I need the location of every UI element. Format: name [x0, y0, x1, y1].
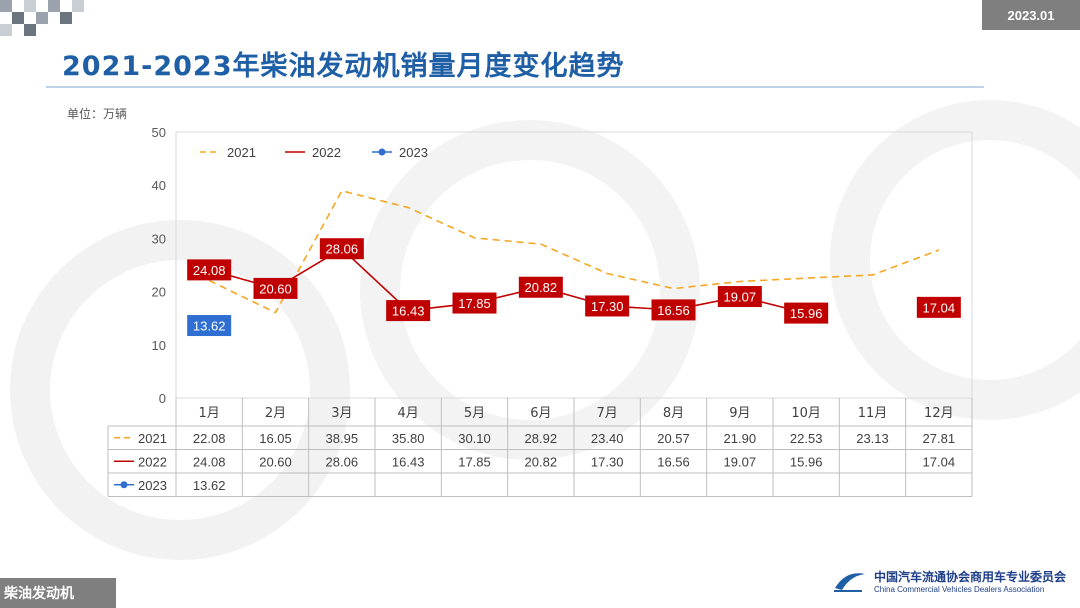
table-cell: 17.85	[458, 454, 491, 469]
table-cell: 28.92	[525, 431, 558, 446]
data-label: 19.07	[724, 290, 757, 305]
series-line-2022	[208, 247, 807, 314]
table-row-label: 2021	[138, 431, 167, 446]
table-cell: 20.57	[657, 431, 690, 446]
data-label: 24.08	[193, 263, 226, 278]
data-label-box	[452, 292, 497, 314]
table-cell: 30.10	[458, 431, 491, 446]
x-tick-label: 12月	[924, 406, 954, 421]
table-cell: 16.56	[657, 454, 690, 469]
x-tick-label: 9月	[729, 406, 750, 421]
org-name-en: China Commercial Vehicles Dealers Associ…	[873, 585, 1045, 594]
x-tick-label: 1月	[199, 406, 220, 421]
data-label-box	[386, 300, 431, 322]
y-tick-label: 20	[152, 285, 166, 300]
table-cell: 23.13	[856, 431, 889, 446]
data-label-box	[187, 259, 232, 281]
data-label: 20.60	[259, 281, 292, 296]
data-label: 17.30	[591, 299, 624, 314]
table-cell: 13.62	[193, 478, 226, 493]
legend-label: 2021	[227, 145, 256, 160]
org-name-cn: 中国汽车流通协会商用车专业委员会	[873, 570, 1066, 584]
legend-label: 2023	[399, 145, 428, 160]
legend-label: 2022	[312, 145, 341, 160]
x-tick-label: 3月	[331, 406, 352, 421]
table-cell: 27.81	[923, 431, 956, 446]
data-label-box	[518, 276, 563, 298]
table-row-label: 2023	[138, 478, 167, 493]
data-label: 17.04	[923, 300, 956, 315]
data-label-box	[916, 296, 961, 318]
org-logo-icon	[833, 573, 865, 592]
table-cell: 28.06	[326, 454, 359, 469]
table-cell: 17.04	[923, 454, 956, 469]
x-tick-label: 7月	[597, 406, 618, 421]
data-label: 15.96	[790, 306, 823, 321]
table-cell: 16.43	[392, 454, 425, 469]
table-cell: 22.53	[790, 431, 823, 446]
table-cell: 20.60	[259, 454, 292, 469]
data-label-box	[319, 238, 364, 260]
table-row-label: 2022	[138, 454, 167, 469]
data-label-box	[187, 315, 232, 337]
data-label: 20.82	[525, 280, 558, 295]
data-label: 13.62	[193, 319, 226, 334]
series-line-2021	[208, 189, 940, 314]
table-cell: 23.40	[591, 431, 624, 446]
page-title: 2021-2023年柴油发动机销量月度变化趋势	[62, 51, 625, 82]
data-label-box	[585, 295, 630, 317]
x-tick-label: 2月	[265, 406, 286, 421]
table-cell: 17.30	[591, 454, 624, 469]
x-tick-label: 5月	[464, 406, 485, 421]
table-cell: 38.95	[326, 431, 359, 446]
data-label-box	[253, 277, 298, 299]
title-divider	[46, 86, 984, 88]
data-label: 28.06	[326, 242, 359, 257]
org-branding: 中国汽车流通协会商用车专业委员会 China Commercial Vehicl…	[832, 568, 1066, 594]
data-label-box	[651, 299, 696, 321]
table-cell: 24.08	[193, 454, 226, 469]
x-tick-label: 6月	[530, 406, 551, 421]
corner-decoration	[0, 0, 84, 36]
table-legend-swatch	[120, 481, 128, 489]
footer-tag: 柴油发动机	[0, 578, 116, 608]
table-cell: 20.82	[525, 454, 558, 469]
y-tick-label: 40	[152, 178, 166, 193]
date-badge: 2023.01	[982, 0, 1080, 30]
table-cell: 35.80	[392, 431, 425, 446]
x-tick-label: 8月	[663, 406, 684, 421]
y-tick-label: 50	[152, 125, 166, 140]
data-label: 16.56	[657, 303, 690, 318]
data-label: 16.43	[392, 304, 425, 319]
x-tick-label: 11月	[858, 406, 888, 421]
table-cell: 22.08	[193, 431, 226, 446]
data-label-box	[784, 302, 829, 324]
data-label: 17.85	[458, 296, 491, 311]
x-tick-label: 10月	[791, 406, 821, 421]
y-tick-label: 0	[159, 391, 166, 406]
table-cell: 21.90	[724, 431, 757, 446]
x-tick-label: 4月	[398, 406, 419, 421]
unit-label: 单位：万辆	[67, 107, 128, 121]
y-tick-label: 30	[152, 231, 166, 246]
plot-area	[175, 131, 973, 399]
legend-swatch	[378, 148, 386, 156]
data-label-box	[717, 286, 762, 308]
table-cell: 16.05	[259, 431, 292, 446]
y-tick-label: 10	[152, 338, 166, 353]
table-cell: 19.07	[724, 454, 757, 469]
table-cell: 15.96	[790, 454, 823, 469]
